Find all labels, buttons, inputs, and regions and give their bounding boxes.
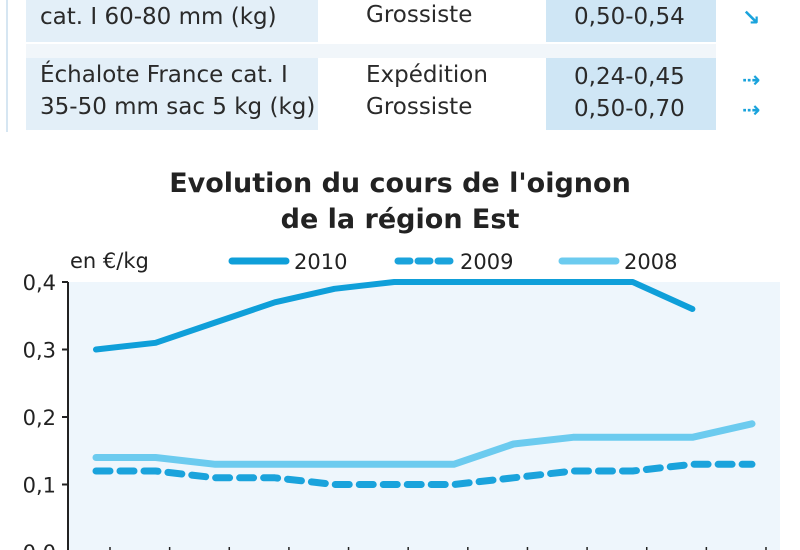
product-cell-bg bbox=[26, 0, 318, 42]
y-tick-label: 0,1 bbox=[23, 474, 56, 498]
arrow-right-icon: ⇢ bbox=[742, 68, 761, 93]
series-line-2010 bbox=[93, 279, 696, 353]
y-tick-label: 0,3 bbox=[23, 339, 56, 363]
chart-title-line2: de la région Est bbox=[280, 204, 520, 235]
arrow-down-right-icon: ↘ bbox=[742, 6, 761, 31]
series-line-2009 bbox=[92, 460, 756, 488]
product-cell-bg bbox=[26, 58, 318, 130]
price-table: cat. I 60-80 mm (kg) Grossiste 0,50-0,54… bbox=[0, 0, 800, 140]
product-name: cat. I 60-80 mm (kg) bbox=[40, 4, 277, 30]
table-left-border bbox=[6, 0, 8, 132]
chart-title-line1: Evolution du cours de l'oignon bbox=[169, 168, 631, 199]
price-range-2: 0,50-0,70 bbox=[574, 96, 685, 122]
y-tick-label: 0,2 bbox=[23, 406, 56, 430]
arrow-right-icon: ⇢ bbox=[742, 98, 761, 123]
row-separator bbox=[26, 44, 716, 58]
y-tick-label: 0,4 bbox=[23, 271, 56, 295]
market-stage: Grossiste bbox=[366, 2, 473, 28]
price-range-1: 0,24-0,45 bbox=[574, 64, 685, 90]
legend-label-2010: 2010 bbox=[294, 250, 347, 274]
legend-label-2009: 2009 bbox=[460, 250, 513, 274]
series-line-2008 bbox=[92, 420, 756, 468]
price-cell-bg bbox=[546, 58, 716, 130]
y-tick-label: 0,0 bbox=[23, 541, 56, 550]
table-row: Échalote France cat. I 35-50 mm sac 5 kg… bbox=[0, 58, 800, 130]
price-range: 0,50-0,54 bbox=[574, 4, 685, 30]
unit-label: en €/kg bbox=[70, 249, 149, 273]
plot-area bbox=[68, 282, 780, 550]
legend-label-2008: 2008 bbox=[624, 250, 677, 274]
price-cell-bg bbox=[546, 0, 716, 42]
market-stage-2: Grossiste bbox=[366, 94, 473, 120]
product-name-line1: Échalote France cat. I bbox=[40, 62, 288, 88]
market-stage-1: Expédition bbox=[366, 62, 488, 88]
table-row: cat. I 60-80 mm (kg) Grossiste 0,50-0,54… bbox=[0, 0, 800, 42]
product-name-line2: 35-50 mm sac 5 kg (kg) bbox=[40, 94, 316, 120]
